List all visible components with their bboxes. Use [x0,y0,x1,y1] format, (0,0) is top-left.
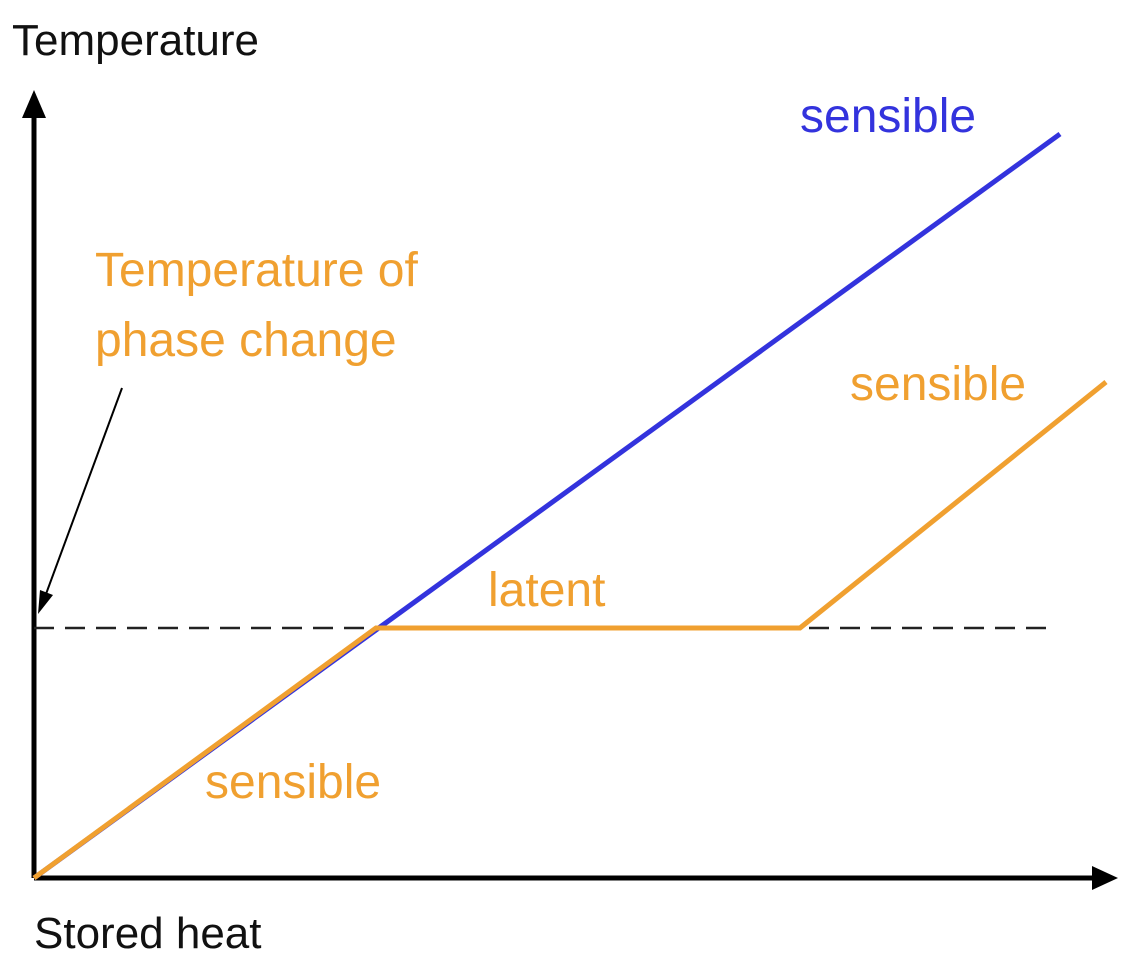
arrow-right-icon [1092,866,1118,890]
arrow-up-icon [22,90,46,118]
phase-change-pointer-line [45,387,123,595]
y-axis-label: Temperature [12,16,259,65]
phase-change-label-line1: Temperature of [95,244,418,297]
x-axis-label: Stored heat [34,909,262,958]
latent-label: latent [488,564,605,617]
phase-change-label-line2: phase change [95,314,397,367]
orange-phase-change-line [32,380,1108,881]
orange-sensible-lower-label: sensible [205,756,381,809]
orange-sensible-upper-label: sensible [850,358,1026,411]
arrow-pointer-icon [38,590,53,614]
blue-sensible-label: sensible [800,90,976,143]
